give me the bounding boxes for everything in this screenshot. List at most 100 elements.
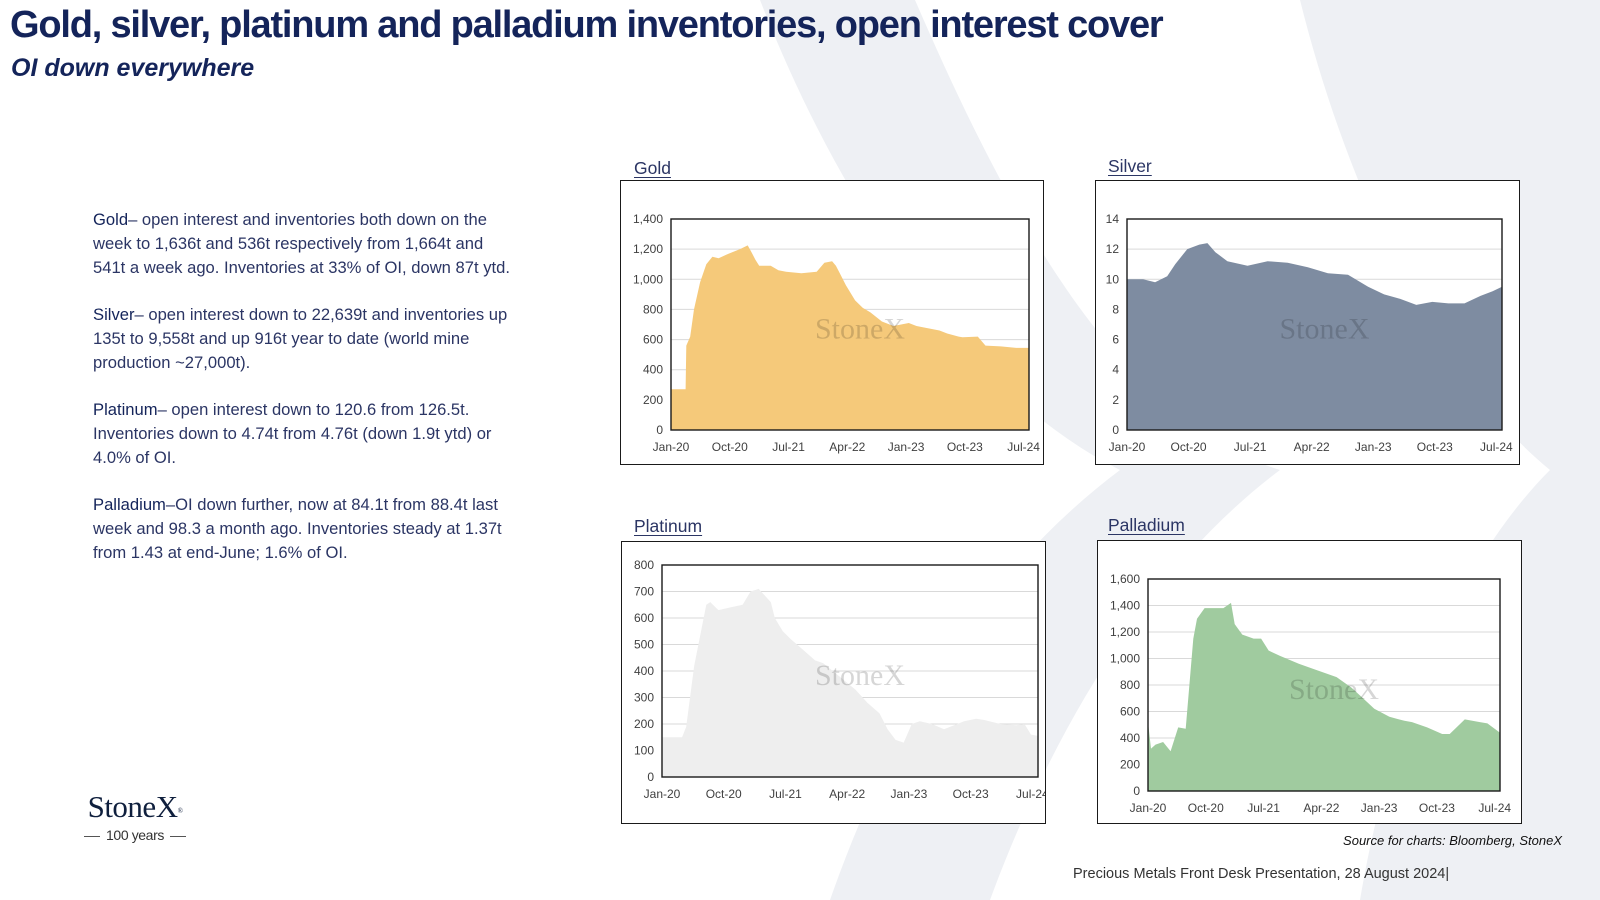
page-title: Gold, silver, platinum and palladium inv… [10,4,1164,46]
y-tick-label: 200 [1120,758,1140,772]
plot-frame [1147,578,1501,792]
x-tick-label: Jul-21 [1234,440,1267,454]
y-tick-label: 0 [647,770,654,784]
y-tick-label: 10 [1106,272,1120,286]
x-tick-label: Oct-23 [953,787,989,801]
bullet-lead: Platinum [93,400,158,419]
gold-chart: 0 200 400 600 800 1,000 1,200 1,400 StoneX Jan-20… [620,180,1044,465]
y-tick-label: 0 [1133,784,1140,798]
x-tick-label: Apr-22 [829,440,865,454]
gold-commentary: Gold– open interest and inventories both… [93,208,513,280]
stonex-logo: StoneX® 100 years [70,790,200,843]
plot-frame [670,218,1030,431]
y-tick-label: 6 [1112,333,1119,347]
y-tick-label: 600 [634,611,654,625]
y-tick-label: 800 [1120,678,1140,692]
x-tick-label: Jul-24 [1480,440,1513,454]
y-tick-label: 800 [634,558,654,572]
x-tick-label: Jul-24 [1478,801,1511,815]
bullet-text: – open interest and inventories both dow… [93,210,510,277]
x-tick-label: Jan-20 [644,787,681,801]
y-tick-label: 600 [1120,705,1140,719]
bullet-text: – open interest down to 120.6 from 126.5… [93,400,492,467]
x-tick-label: Oct-23 [1419,801,1455,815]
x-tick-label: Oct-20 [712,440,748,454]
platinum-commentary: Platinum– open interest down to 120.6 fr… [93,398,513,470]
y-tick-label: 200 [634,717,654,731]
x-tick-label: Oct-20 [1171,440,1207,454]
x-tick-label: Jul-24 [1007,440,1040,454]
bullet-lead: Gold [93,210,129,229]
y-tick-label: 600 [643,333,663,347]
y-tick-label: 800 [643,302,663,316]
silver-chart-svg: 0 2 4 6 8 10 12 14 StoneX Jan-20 Oct-20 Jul-21 Apr-2… [1106,212,1513,454]
x-tick-label: Apr-22 [1294,440,1330,454]
bullet-lead: Palladium [93,495,166,514]
footer-text: Precious Metals Front Desk Presentation,… [1073,866,1450,882]
x-tick-label: Jan-20 [1109,440,1146,454]
y-tick-label: 14 [1106,212,1120,226]
x-tick-label: Jan-20 [653,440,690,454]
y-tick-label: 700 [634,585,654,599]
y-tick-label: 1,000 [1110,652,1140,666]
palladium-chart: 0 200 400 600 800 1,000 1,200 1,400 1,600 StoneX J… [1097,540,1522,824]
bullet-lead: Silver [93,305,135,324]
palladium-commentary: Palladium–OI down further, now at 84.1t … [93,493,513,565]
commentary: Gold– open interest and inventories both… [93,208,513,588]
logo-name: StoneX [87,789,179,824]
y-tick-label: 500 [634,638,654,652]
logo-dash-right [169,835,186,837]
x-tick-label: Apr-22 [829,787,865,801]
y-tick-label: 1,600 [1110,572,1140,586]
page-subtitle: OI down everywhere [11,54,255,82]
y-tick-label: 400 [1120,731,1140,745]
y-tick-label: 2 [1112,393,1119,407]
x-tick-label: Oct-20 [1188,801,1224,815]
platinum-chart: 0 100 200 300 400 500 600 700 800 StoneX Jan-20 Oct… [621,541,1046,824]
stonex-watermark: StoneX [1289,673,1379,706]
x-tick-label: Jan-20 [1130,801,1167,815]
x-tick-label: Jul-21 [769,787,802,801]
x-tick-label: Jul-24 [1016,787,1045,801]
y-tick-label: 4 [1112,363,1119,377]
plot-frame [661,564,1039,778]
y-tick-label: 1,400 [1110,599,1140,613]
x-tick-label: Jan-23 [888,440,925,454]
x-tick-label: Jan-23 [1361,801,1398,815]
y-tick-label: 300 [634,691,654,705]
gold-chart-svg: 0 200 400 600 800 1,000 1,200 1,400 StoneX Jan-20… [633,212,1040,454]
y-tick-label: 8 [1112,302,1119,316]
y-tick-label: 1,200 [1110,625,1140,639]
silver-chart-title: Silver [1108,156,1152,176]
platinum-area-series [662,588,1038,777]
silver-area-series [1127,243,1502,430]
trademark-mark: ® [177,807,183,815]
logo-dash-left [84,835,101,837]
y-tick-label: 400 [643,363,663,377]
logo-tagline: 100 years [106,827,164,843]
y-tick-label: 400 [634,664,654,678]
palladium-chart-svg: 0 200 400 600 800 1,000 1,200 1,400 1,600 StoneX J… [1110,572,1511,815]
y-tick-label: 12 [1106,242,1120,256]
plot-frame [1126,218,1503,431]
stonex-watermark: StoneX [815,313,905,346]
y-tick-label: 0 [656,423,663,437]
y-tick-label: 1,200 [633,242,663,256]
silver-chart: 0 2 4 6 8 10 12 14 StoneX Jan-20 Oct-20 Jul-21 Apr-2… [1095,180,1520,465]
y-tick-label: 1,400 [633,212,663,226]
stonex-watermark: StoneX [815,659,905,692]
y-tick-label: 100 [634,744,654,758]
silver-commentary: Silver– open interest down to 22,639t an… [93,303,513,375]
platinum-chart-title: Platinum [634,516,703,536]
gold-area-series [671,245,1029,430]
y-tick-label: 200 [643,393,663,407]
x-tick-label: Oct-20 [706,787,742,801]
palladium-area-series [1148,602,1500,791]
bullet-text: – open interest down to 22,639t and inve… [93,305,508,372]
palladium-chart-title: Palladium [1108,515,1185,535]
stonex-watermark: StoneX [1280,313,1370,346]
gold-chart-title: Gold [634,158,671,178]
x-tick-label: Oct-23 [1417,440,1453,454]
x-tick-label: Apr-22 [1303,801,1339,815]
chart-source-note: Source for charts: Bloomberg, StoneX [1343,833,1562,848]
